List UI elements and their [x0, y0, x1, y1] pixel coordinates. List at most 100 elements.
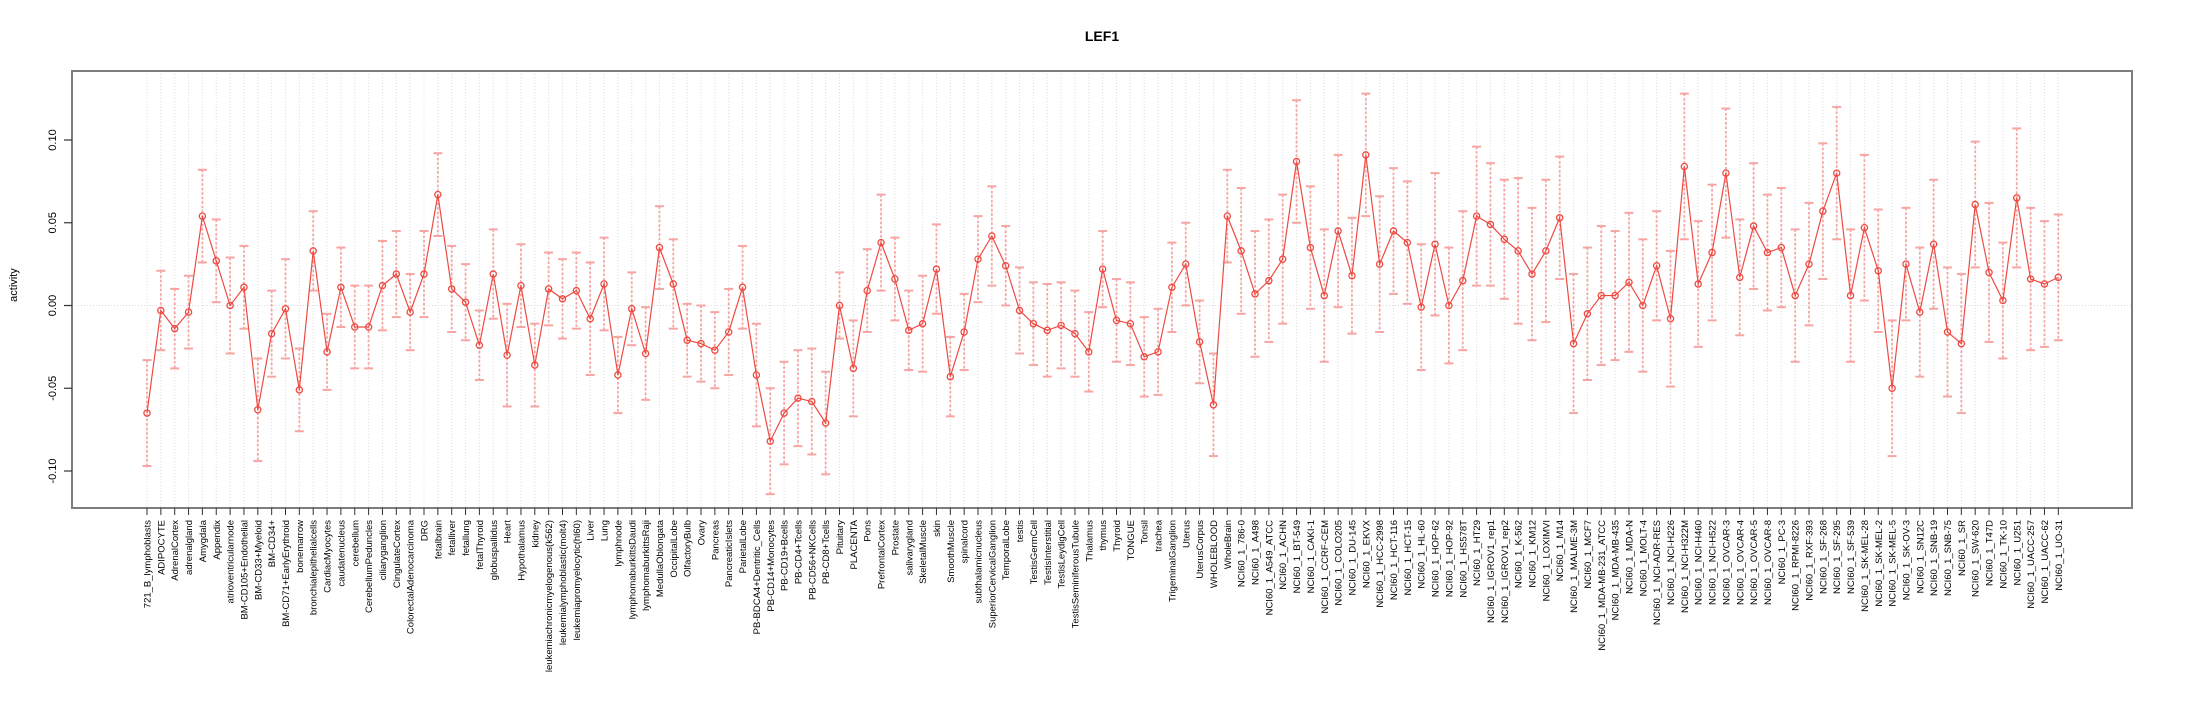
data-point	[337, 283, 345, 292]
x-category-label: kidney	[530, 520, 541, 548]
data-point	[1777, 243, 1786, 252]
data-point	[1126, 319, 1135, 328]
x-category-label: Pancreas	[710, 520, 721, 560]
x-category-label: NCI60_1_SW-620	[1971, 520, 1982, 597]
data-point	[1223, 212, 1232, 220]
x-category-label: Tonsil	[1140, 520, 1151, 544]
x-category-label: NCI60_1_T47D	[1985, 520, 1996, 586]
data-point	[489, 270, 497, 278]
data-point	[295, 386, 304, 394]
x-category-label: NCI60_1_ACHN	[1278, 520, 1289, 590]
data-point	[794, 394, 802, 402]
x-category-label: CerebellumPeduncles	[364, 520, 375, 613]
x-category-label: caudatenucleus	[336, 520, 347, 587]
x-category-label: ColorectalAdenocarcinoma	[406, 519, 417, 634]
data-point	[1708, 248, 1716, 257]
y-tick-label: 0.10	[47, 129, 59, 150]
data-point	[2013, 194, 2021, 202]
data-point	[614, 371, 622, 379]
data-point	[1403, 238, 1412, 247]
x-category-label: NCI60_1_U251	[2012, 520, 2023, 586]
data-point	[711, 346, 719, 354]
data-point	[1362, 151, 1370, 159]
data-point	[558, 295, 567, 303]
x-category-label: NCI60_1_786-0	[1237, 520, 1248, 587]
data-point	[960, 328, 968, 336]
data-point	[1085, 348, 1093, 356]
x-category-label: NCI60_1_HL-60	[1417, 520, 1428, 589]
data-point	[323, 348, 331, 356]
x-category-label: NCI60_1_MDA-N	[1624, 520, 1635, 594]
data-point	[517, 281, 525, 290]
x-category-label: NCI60_1_HCC-2998	[1375, 520, 1386, 608]
x-category-label: NCI60_1_UACC-257	[2026, 520, 2037, 609]
data-point	[198, 212, 207, 220]
x-category-label: NCI60_1_NCI-H226	[1666, 520, 1677, 605]
data-point	[1902, 260, 1910, 268]
x-category-label: fetalbrain	[433, 520, 444, 559]
data-point	[1209, 401, 1218, 409]
x-category-label: BM-CD71+EarlyErythroid	[281, 520, 292, 627]
data-point	[1985, 268, 1993, 277]
x-category-label: Liver	[586, 520, 597, 541]
x-category-label: WHOLEBLOOD	[1209, 520, 1220, 588]
data-point	[1168, 283, 1176, 292]
x-category-label: Pituitary	[835, 520, 846, 555]
data-point	[724, 328, 733, 336]
data-point	[905, 326, 913, 335]
data-point	[1417, 303, 1425, 311]
data-point	[240, 283, 248, 292]
data-point	[364, 323, 373, 331]
data-point	[669, 280, 678, 288]
x-category-label: BM-CD105+Endothelial	[239, 520, 250, 620]
data-point	[1528, 270, 1536, 278]
x-category-label: NCI60_1_MCF7	[1583, 520, 1594, 589]
x-category-label: NCI60_1_OVCAR-5	[1749, 520, 1760, 605]
x-category-label: lymphnode	[613, 520, 624, 566]
data-point	[378, 281, 387, 290]
data-point	[1098, 265, 1107, 273]
x-category-label: globuspallidus	[489, 520, 500, 580]
data-point	[1763, 248, 1772, 257]
x-category-label: trachea	[1154, 519, 1165, 551]
x-category-label: fetalThyroid	[475, 520, 486, 570]
x-category-label: NCI60_1_IGROV1_rep1	[1486, 520, 1497, 623]
data-point	[974, 255, 982, 263]
x-category-label: NCI60_1_HT29	[1472, 520, 1483, 586]
data-point	[531, 361, 539, 369]
data-point	[1694, 280, 1702, 288]
x-category-label: ParietalLobe	[738, 520, 749, 573]
x-category-label: NCI60_1_TK-10	[1998, 520, 2009, 589]
x-category-label: TestisInterstitial	[1043, 520, 1054, 585]
data-point	[1971, 200, 1979, 209]
x-category-label: NCI60_1_MALME-3M	[1569, 520, 1580, 613]
data-point	[1057, 321, 1065, 330]
x-category-label: NCI60_1_SN12C	[1915, 520, 1926, 594]
x-category-label: TestisSeminiferousTubule	[1070, 520, 1081, 628]
data-point	[572, 286, 581, 295]
data-point	[586, 314, 594, 323]
x-category-label: NCI60_1_SF-539	[1846, 520, 1857, 594]
x-category-label: NCI60_1_BT-549	[1292, 520, 1303, 593]
data-point	[1278, 255, 1287, 263]
data-point	[1334, 227, 1342, 235]
data-point	[1182, 260, 1190, 268]
x-category-label: NCI60_1_SNB-75	[1943, 520, 1954, 596]
x-category-label: thymus	[1098, 520, 1109, 551]
data-point	[1500, 235, 1509, 244]
x-category-label: NCI60_1_CCRF-CEM	[1320, 520, 1331, 614]
x-category-label: NCI60_1_COLO205	[1334, 520, 1345, 606]
x-category-label: NCI60_1_IGROV1_rep2	[1500, 520, 1511, 623]
data-point	[1112, 316, 1121, 325]
data-point	[1292, 157, 1301, 166]
x-category-label: NCI60_1_A498	[1251, 520, 1262, 585]
x-category-label: Ovary	[697, 520, 708, 546]
data-point	[461, 298, 470, 306]
data-point	[932, 265, 941, 273]
data-point	[157, 306, 165, 315]
data-point	[1999, 296, 2007, 305]
y-tick-label: 0.05	[47, 212, 59, 233]
data-point	[1943, 328, 1952, 336]
x-category-label: NCI60_1_NCI-H522	[1708, 520, 1719, 605]
